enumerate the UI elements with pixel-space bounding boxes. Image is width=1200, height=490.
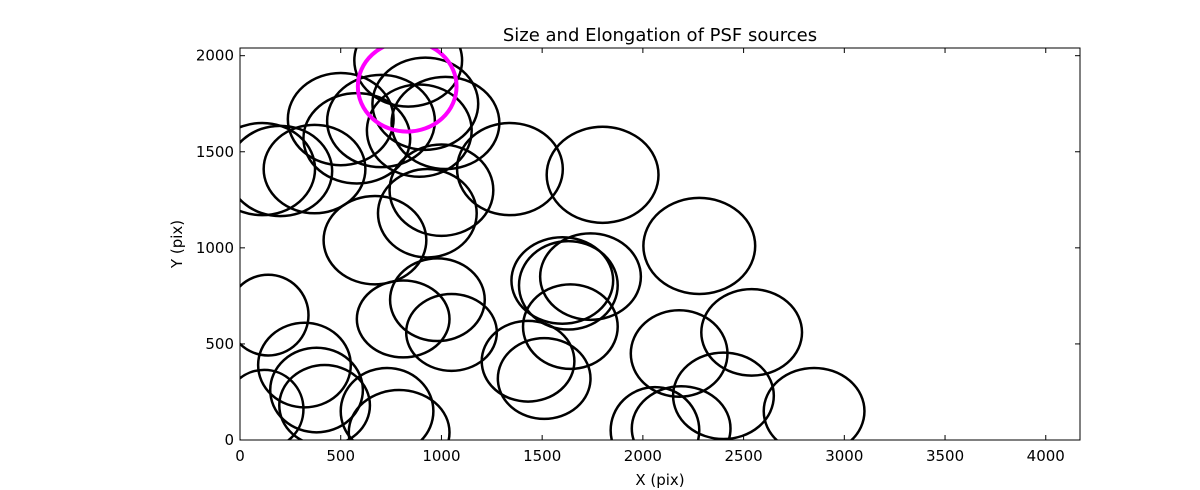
psf-source-ellipse	[609, 385, 701, 440]
x-tick-label: 1000	[422, 447, 460, 465]
plot-frame	[239, 47, 1081, 441]
psf-source-ellipse	[376, 167, 478, 259]
psf-source-ellipse	[671, 351, 776, 440]
x-tick-label: 2000	[624, 447, 662, 465]
psf-source-ellipse	[762, 366, 866, 440]
psf-source-ellipse	[325, 73, 437, 169]
ellipse-layer	[240, 48, 866, 440]
psf-source-ellipse	[496, 336, 592, 421]
psf-source-ellipse	[355, 279, 451, 359]
x-tick-label: 1500	[523, 447, 561, 465]
psf-source-ellipse	[262, 123, 367, 215]
y-axis-label: Y (pix)	[168, 220, 186, 269]
x-tick-label: 2500	[725, 447, 763, 465]
psf-source-ellipse	[240, 121, 317, 217]
psf-source-ellipse	[322, 194, 428, 286]
psf-source-ellipse	[240, 124, 334, 218]
psf-source-ellipse	[365, 83, 473, 178]
psf-source-ellipse	[455, 121, 565, 217]
psf-source-ellipse	[700, 287, 804, 377]
psf-source-ellipse	[347, 388, 451, 440]
x-axis-label: X (pix)	[635, 471, 684, 489]
x-tick-label: 4000	[1027, 447, 1065, 465]
psf-source-ellipse	[268, 346, 365, 434]
psf-source-ellipse	[240, 368, 305, 440]
psf-source-ellipse	[371, 56, 480, 152]
psf-source-ellipse	[510, 236, 615, 325]
psf-source-ellipse	[480, 319, 576, 403]
psf-source-ellipse	[286, 71, 395, 167]
psf-source-ellipse	[642, 196, 757, 296]
tick-layer: 0 500 1000 1500 2000 2500 3000 3500 4000 0 500 1000…	[196, 47, 1080, 465]
psf-source-ellipse	[517, 239, 619, 331]
y-tick-label: 500	[205, 335, 234, 353]
y-tick-label: 1500	[196, 143, 234, 161]
psf-source-ellipse	[630, 384, 732, 440]
psf-source-ellipse	[240, 273, 310, 357]
x-tick-label: 3500	[926, 447, 964, 465]
highlight-ellipse	[355, 48, 459, 134]
y-tick-label: 2000	[196, 47, 234, 65]
psf-source-ellipse	[538, 232, 643, 322]
x-tick-label: 3000	[825, 447, 863, 465]
psf-source-ellipse	[278, 363, 372, 440]
x-tick-label: 500	[326, 447, 355, 465]
psf-source-ellipse	[353, 48, 464, 108]
y-tick-label: 0	[224, 431, 234, 449]
psf-source-ellipse	[388, 143, 495, 238]
chart-title: Size and Elongation of PSF sources	[503, 25, 817, 46]
psf-source-ellipse	[339, 366, 435, 440]
x-tick-label: 0	[235, 447, 245, 465]
psf-source-ellipse	[521, 283, 619, 371]
y-tick-label: 1000	[196, 239, 234, 257]
psf-source-ellipse	[545, 125, 660, 225]
psf-source-ellipse	[388, 257, 486, 343]
